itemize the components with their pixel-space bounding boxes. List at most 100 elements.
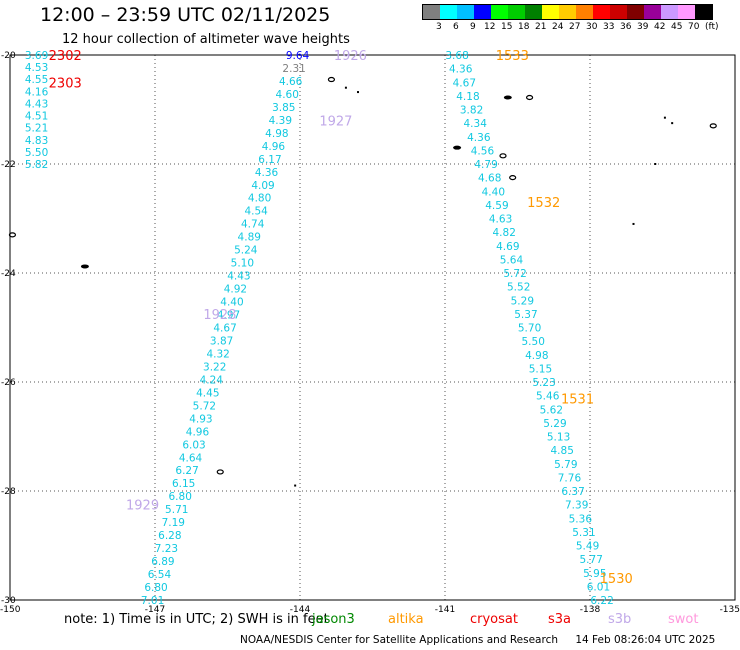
wave-height-value: 5.24 <box>234 245 258 257</box>
wave-height-value: 4.66 <box>279 76 303 88</box>
wave-height-value: 7.01 <box>141 595 164 607</box>
wave-height-value: 4.55 <box>25 74 48 86</box>
track-east: 3.684.364.674.183.824.344.364.564.794.68… <box>445 50 613 607</box>
wave-height-value: 4.80 <box>248 193 271 205</box>
wave-height-value: 5.50 <box>25 147 48 159</box>
wave-height-value: 4.51 <box>25 111 48 123</box>
color-swatch <box>627 5 644 19</box>
color-swatch <box>440 5 457 19</box>
pass-time-label: 1530 <box>600 572 633 587</box>
map-subtitle: 12 hour collection of altimeter wave hei… <box>62 32 350 47</box>
wave-height-value: 6.22 <box>590 595 613 607</box>
color-swatch <box>695 5 712 19</box>
color-scale-label: 18 <box>518 22 530 32</box>
track-center: 9.642.314.664.603.854.394.984.966.174.36… <box>141 50 310 607</box>
pass-time-label: 2303 <box>49 76 82 91</box>
color-swatch <box>593 5 610 19</box>
wave-height-value: 4.54 <box>244 206 268 218</box>
wave-height-value: 7.23 <box>155 543 178 555</box>
wave-height-value: 6.03 <box>182 439 205 451</box>
wave-height-value: 4.89 <box>238 232 261 244</box>
color-swatch <box>610 5 627 19</box>
map-title: 12:00 – 23:59 UTC 02/11/2025 <box>40 4 331 26</box>
wave-height-value: 4.67 <box>453 77 476 89</box>
satellite-legend-jason3: jason3 <box>312 612 355 627</box>
wave-height-value: 4.32 <box>206 348 229 360</box>
lon-tick-label: -141 <box>435 605 455 615</box>
lon-tick-label: -144 <box>290 605 311 615</box>
wave-height-value: 5.21 <box>25 123 48 135</box>
wave-height-value: 6.15 <box>172 478 195 490</box>
color-scale-unit: (ft) <box>705 22 719 32</box>
wave-height-value: 5.29 <box>511 295 534 307</box>
color-scale-label: 42 <box>654 22 666 32</box>
lat-tick-label: -20 <box>1 51 16 61</box>
lon-tick-label: -147 <box>145 605 165 615</box>
wave-height-value: 6.28 <box>158 530 181 542</box>
wave-height-value: 4.39 <box>269 115 292 127</box>
color-scale-label: 6 <box>453 22 459 32</box>
color-scale-label: 24 <box>552 22 564 32</box>
pass-time-label: 1532 <box>527 196 560 211</box>
wave-height-value: 5.37 <box>514 309 537 321</box>
map-border <box>9 54 736 601</box>
wave-height-value: 6.27 <box>175 465 198 477</box>
wave-height-value: 4.53 <box>25 62 48 74</box>
pass-time-label: 1531 <box>561 392 594 407</box>
color-scale-label: 27 <box>569 22 581 32</box>
wave-height-value: 5.64 <box>500 254 524 266</box>
lat-tick-label: -28 <box>1 487 16 497</box>
pass-time-label: 1926 <box>334 49 367 64</box>
island-dot <box>344 86 347 89</box>
wave-height-color-scale: 3 6 9 12 15 18 21 24 27 30 33 36 39 42 45 70 (ft) <box>422 4 719 34</box>
island-dot <box>671 122 674 125</box>
wave-height-value: 4.16 <box>25 86 49 98</box>
color-swatch <box>457 5 474 19</box>
island-shape <box>453 145 462 150</box>
track-west: 3.694.534.554.164.434.515.214.835.505.82 <box>25 50 49 171</box>
wave-height-value: 4.60 <box>276 89 299 101</box>
wave-height-value: 5.10 <box>231 258 254 270</box>
wave-height-value: 3.82 <box>460 105 483 117</box>
color-scale-label: 70 <box>688 22 700 32</box>
wave-height-value: 4.98 <box>265 128 288 140</box>
wave-height-value: 4.92 <box>224 284 247 296</box>
color-swatch <box>491 5 508 19</box>
wave-height-value: 5.49 <box>576 541 599 553</box>
color-swatch <box>576 5 593 19</box>
wave-height-value: 4.93 <box>189 413 212 425</box>
color-swatch <box>508 5 525 19</box>
wave-height-value: 4.59 <box>485 200 508 212</box>
wave-height-value: 6.80 <box>144 582 167 594</box>
wave-height-value: 5.72 <box>193 400 216 412</box>
atoll-ring <box>499 153 507 159</box>
wave-height-value: 4.79 <box>474 159 497 171</box>
color-swatch <box>678 5 695 19</box>
lat-tick-label: -26 <box>1 378 16 388</box>
wave-height-value: 4.98 <box>525 350 548 362</box>
wave-height-value: 5.29 <box>543 418 566 430</box>
color-scale-label: 45 <box>671 22 683 32</box>
wave-height-value: 4.96 <box>186 426 210 438</box>
color-swatch <box>661 5 678 19</box>
wave-height-value: 3.85 <box>272 102 295 114</box>
wave-height-value: 4.24 <box>200 374 224 386</box>
wave-height-value: 3.87 <box>210 335 233 347</box>
lat-tick-label: -22 <box>1 160 16 170</box>
wave-height-value: 3.22 <box>203 361 226 373</box>
wave-height-value: 4.40 <box>220 297 243 309</box>
pass-time-label: 1929 <box>126 499 159 514</box>
wave-height-value: 4.36 <box>255 167 279 179</box>
lon-tick-label: -150 <box>0 605 21 615</box>
wave-height-value: 4.97 <box>217 310 240 322</box>
island-dot <box>357 91 359 94</box>
wave-height-value: 5.52 <box>507 282 530 294</box>
lon-tick-label: -138 <box>580 605 601 615</box>
color-swatch <box>644 5 661 19</box>
altimeter-tracks: 3.694.534.554.164.434.515.214.835.505.82… <box>25 50 614 607</box>
wave-height-value: 5.72 <box>503 268 526 280</box>
wave-height-value: 4.36 <box>449 64 473 76</box>
color-swatch <box>474 5 491 19</box>
wave-height-value: 9.64 <box>286 50 310 62</box>
wave-height-value: 4.96 <box>262 141 286 153</box>
